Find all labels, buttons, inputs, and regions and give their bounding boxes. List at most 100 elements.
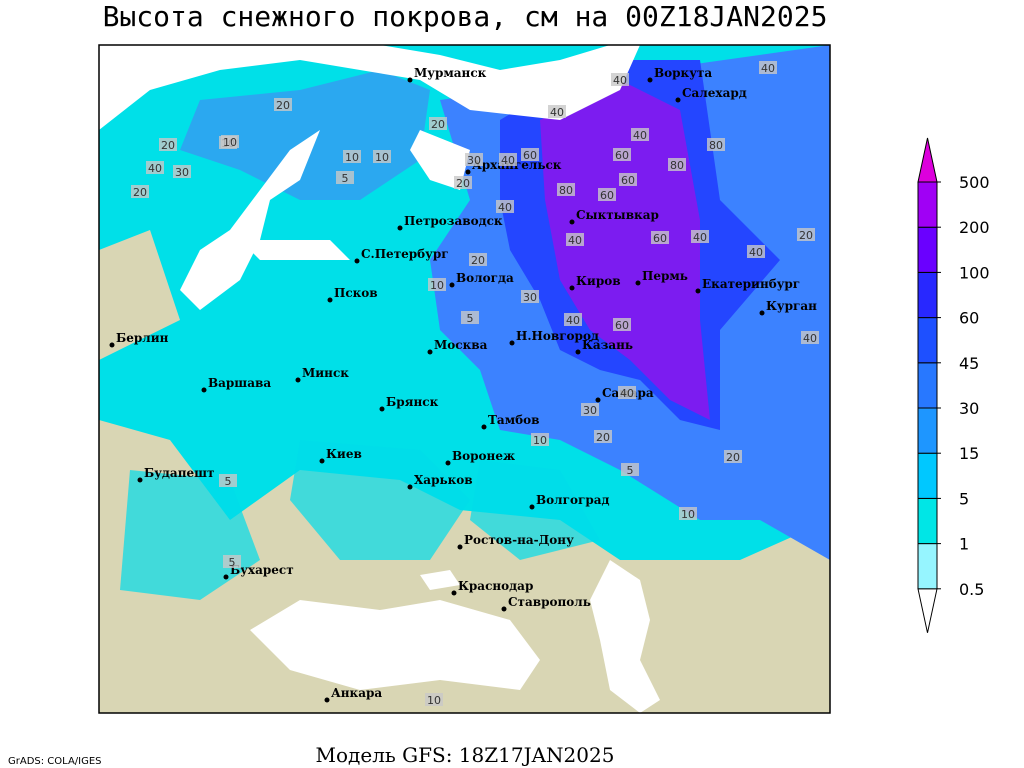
contour-label-box xyxy=(548,105,566,118)
contour-label: 40 xyxy=(501,154,515,167)
contour-label: 20 xyxy=(133,186,147,199)
contour-label: 10 xyxy=(345,151,359,164)
city-dot xyxy=(481,424,487,430)
city-label: Казань xyxy=(582,338,633,352)
contour-label: 80 xyxy=(670,159,684,172)
contour-label-box xyxy=(797,228,815,241)
contour-label: 40 xyxy=(550,106,564,119)
city-label: Бухарест xyxy=(230,563,294,577)
legend-label: 60 xyxy=(959,309,979,328)
city-dot xyxy=(327,297,333,303)
contour-label: 40 xyxy=(749,246,763,259)
city-label: Краснодар xyxy=(458,579,533,593)
contour-label: 40 xyxy=(613,74,627,87)
city-dot xyxy=(457,544,463,550)
contour-label: 20 xyxy=(471,254,485,267)
contour-label: 20 xyxy=(161,139,175,152)
caspian-sea xyxy=(590,560,660,713)
model-caption: Модель GFS: 18Z17JAN2025 xyxy=(316,743,615,767)
contour-label: 10 xyxy=(223,136,237,149)
contour-label-box xyxy=(465,153,483,166)
city-dot xyxy=(354,258,360,264)
contour-label: 60 xyxy=(523,149,537,162)
contour-label-box xyxy=(131,185,149,198)
contour-label-box xyxy=(668,158,686,171)
legend-label: 45 xyxy=(959,354,979,373)
snow-north xyxy=(180,70,430,200)
city-dot xyxy=(635,280,641,286)
contour-label-box xyxy=(631,128,649,141)
city-label: Пермь xyxy=(642,269,688,283)
contour-label-box xyxy=(679,507,697,520)
contour-label: 30 xyxy=(583,404,597,417)
contour-label-box xyxy=(801,331,819,344)
city-label: Н.Новгород xyxy=(516,329,599,343)
contour-label-box xyxy=(611,73,629,86)
map-frame xyxy=(98,44,831,714)
contour-label-box xyxy=(618,386,636,399)
black-sea xyxy=(250,570,540,690)
contour-label-box xyxy=(747,245,765,258)
legend-label: 100 xyxy=(959,263,990,282)
contour-label-box xyxy=(594,430,612,443)
legend-swatch xyxy=(917,317,938,364)
city-label: Брянск xyxy=(386,395,439,409)
city-label: Будапешт xyxy=(144,466,214,480)
city-label: Вологда xyxy=(456,271,514,285)
very-heavy-snow xyxy=(540,80,710,420)
city-dot xyxy=(427,349,433,355)
contour-label-box xyxy=(613,148,631,161)
contour-label: 20 xyxy=(799,229,813,242)
contour-label-layer: 2040201020403010105203040406040608040406… xyxy=(131,61,819,707)
contour-label: 10 xyxy=(375,151,389,164)
legend-swatch xyxy=(917,181,938,228)
contour-label-box xyxy=(707,138,725,151)
contour-label-box xyxy=(496,200,514,213)
city-label: Сыктывкар xyxy=(576,208,659,222)
city-dot xyxy=(407,484,413,490)
legend-label: 15 xyxy=(959,444,979,463)
city-label: С.Петербург xyxy=(361,247,449,261)
city-label: Минск xyxy=(302,366,349,380)
contour-label-box xyxy=(724,450,742,463)
legend-triangle xyxy=(917,588,938,633)
contour-label-box xyxy=(566,233,584,246)
contour-label-box xyxy=(221,135,239,148)
city-dot xyxy=(319,458,325,464)
contour-label-box xyxy=(531,433,549,446)
city-label: Харьков xyxy=(414,473,473,487)
contour-label-box xyxy=(598,188,616,201)
contour-label-box xyxy=(499,153,517,166)
contour-label: 20 xyxy=(431,118,445,131)
city-layer: МурманскВоркутаСалехардАрхангельскСыктыв… xyxy=(109,66,817,703)
city-label: Воркута xyxy=(654,66,712,80)
city-dot xyxy=(449,282,455,288)
city-dot xyxy=(675,97,681,103)
city-dot xyxy=(759,310,765,316)
contour-label-box xyxy=(521,290,539,303)
city-dot xyxy=(109,342,115,348)
contour-label: 5 xyxy=(467,312,474,325)
contour-label: 10 xyxy=(533,434,547,447)
city-dot xyxy=(695,288,701,294)
contour-label: 40 xyxy=(568,234,582,247)
city-dot xyxy=(407,77,413,83)
contour-label-box xyxy=(619,173,637,186)
city-label: Курган xyxy=(766,299,817,313)
contour-label-box xyxy=(461,311,479,324)
legend-label: 5 xyxy=(959,489,969,508)
contour-label-box xyxy=(759,61,777,74)
contour-label: 30 xyxy=(175,166,189,179)
contour-label: 40 xyxy=(633,129,647,142)
contour-label: 60 xyxy=(653,232,667,245)
contour-label: 20 xyxy=(456,177,470,190)
contour-label: 5 xyxy=(342,172,349,185)
legend-label: 500 xyxy=(959,173,990,192)
legend-swatch xyxy=(917,543,938,590)
contour-label-box xyxy=(469,253,487,266)
contour-label: 40 xyxy=(620,387,634,400)
contour-label-box xyxy=(621,463,639,476)
legend-label: 30 xyxy=(959,399,979,418)
contour-label: 40 xyxy=(498,201,512,214)
